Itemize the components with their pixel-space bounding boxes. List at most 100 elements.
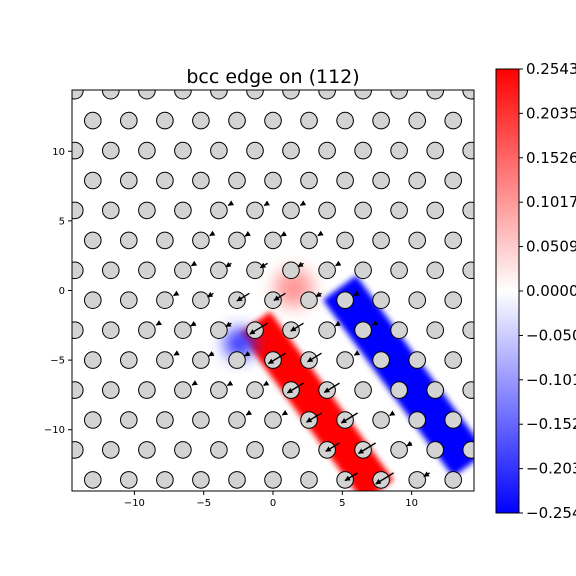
atom [264, 291, 282, 310]
displacement-arrow [155, 320, 162, 326]
atom [318, 321, 336, 340]
atom [246, 201, 264, 220]
displacement-arrow [227, 200, 235, 206]
atom [72, 261, 84, 280]
displacement-arrow [372, 320, 379, 326]
displacement-arrow [353, 290, 360, 297]
displacement-arrow [389, 410, 396, 417]
atom [246, 90, 264, 100]
atom [264, 471, 282, 489]
displacement-arrow [323, 382, 340, 393]
displacement-arrow [290, 322, 304, 332]
displacement-arrow [340, 412, 358, 424]
atom [210, 141, 228, 160]
atom [228, 351, 246, 369]
displacement-arrow [334, 320, 341, 327]
atom [156, 231, 174, 250]
colorbar-tick-label: −0.101 [526, 371, 576, 389]
atom [444, 291, 463, 310]
atom [156, 291, 174, 310]
atom [72, 321, 84, 339]
atom [318, 90, 336, 100]
atom [156, 171, 174, 190]
x-tick-label: 0 [270, 498, 276, 509]
atom [84, 111, 102, 130]
atom [102, 321, 120, 340]
atom [102, 441, 120, 459]
displacement-arrow [406, 440, 413, 447]
displacement-arrow [306, 412, 322, 423]
atom [210, 201, 228, 220]
atom [120, 291, 138, 310]
atom [102, 141, 120, 160]
atom [84, 291, 102, 310]
atom [300, 111, 318, 130]
atom [210, 441, 228, 459]
atom [426, 261, 445, 280]
arrow-layer [155, 200, 430, 485]
atom [336, 291, 354, 310]
displacement-arrow [226, 380, 234, 387]
atom [156, 471, 174, 489]
atom [192, 471, 210, 489]
atom [390, 321, 408, 340]
atom [390, 381, 408, 399]
atom [72, 141, 84, 160]
displacement-arrow [353, 350, 361, 356]
atom [264, 411, 282, 429]
y-axis: 10 5 0 −5 −10 [44, 147, 72, 436]
plot-area: −10 −5 0 5 10 10 5 0 −5 −10 [44, 89, 475, 509]
atom [426, 381, 445, 399]
atom [138, 201, 156, 220]
displacement-arrow [280, 231, 287, 237]
displacement-arrow [244, 231, 251, 237]
atom [444, 411, 463, 429]
atom [138, 261, 156, 280]
displacement-arrow [299, 200, 307, 206]
atom [354, 141, 372, 160]
atom [318, 201, 336, 220]
atom [462, 90, 474, 100]
atom [444, 171, 463, 190]
atom [336, 111, 354, 130]
atom [408, 111, 427, 130]
displacement-arrow [273, 292, 286, 301]
atom [426, 90, 444, 100]
x-tick-label: 10 [405, 498, 418, 509]
atom [210, 90, 228, 100]
colorbar-tick-label: −0.152 [526, 415, 576, 433]
displacement-arrow [245, 409, 253, 416]
colorbar-tick-label: 0.1017 [526, 193, 576, 211]
atom [336, 171, 354, 190]
x-tick-label: 5 [339, 498, 345, 509]
atom [84, 231, 102, 250]
atom [138, 321, 156, 340]
atom [300, 471, 318, 489]
x-tick-label: −5 [196, 498, 211, 509]
atom [390, 441, 408, 459]
colorbar-tick-label: 0.2035 [526, 104, 576, 122]
atom [264, 231, 282, 250]
atom [462, 381, 474, 399]
displacement-arrow [259, 262, 268, 269]
atom [174, 441, 192, 459]
colorbar-ticks: 0.2543 0.2035 0.1526 0.1017 0.0509 0.0000 −0.0… [519, 60, 576, 522]
atom-layer [72, 90, 474, 489]
atom [174, 321, 192, 340]
y-tick-label: −10 [44, 425, 65, 436]
atom [390, 141, 408, 160]
atom [264, 111, 282, 130]
atom [282, 441, 300, 459]
colorbar-tick-label: 0.2543 [526, 60, 576, 78]
displacement-arrow [249, 322, 268, 335]
atom [120, 171, 138, 190]
x-axis: −10 −5 0 5 10 [124, 491, 418, 509]
displacement-arrow [225, 261, 232, 268]
atom [174, 90, 192, 100]
atom [390, 90, 408, 100]
atom [210, 321, 228, 340]
atom [192, 171, 210, 190]
atom [246, 381, 264, 399]
displacement-arrow [297, 261, 304, 268]
